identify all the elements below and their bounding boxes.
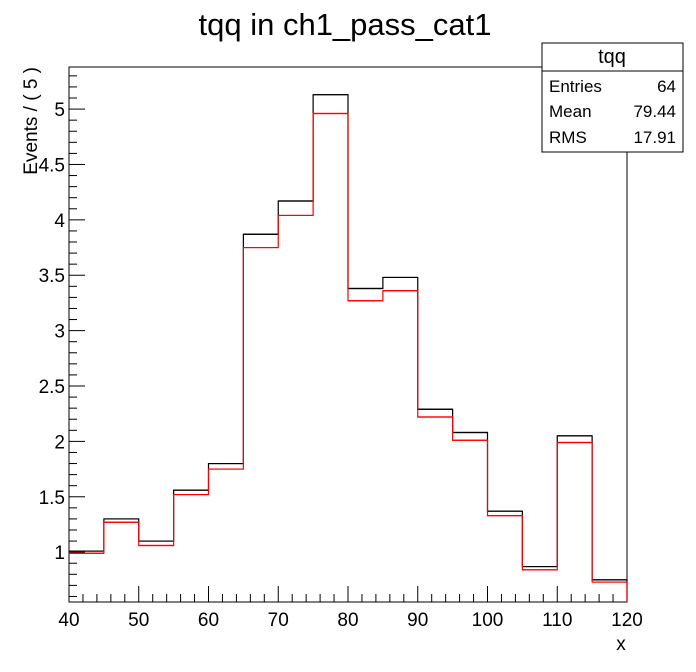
stats-mean-label: Mean [549, 102, 592, 121]
x-tick-label: 80 [337, 610, 358, 631]
x-tick-label: 110 [542, 610, 572, 631]
stats-mean-value: 79.44 [633, 102, 676, 121]
y-axis: 1 1.5 2 2.5 3 3.5 4 4.5 5 [39, 75, 85, 597]
x-tick-label: 100 [472, 610, 504, 631]
stats-box-frame [541, 42, 684, 153]
stats-rms-value: 17.91 [633, 128, 676, 147]
y-tick-label: 1 [54, 543, 65, 564]
y-tick-label: 1.5 [39, 488, 65, 509]
x-tick-label: 50 [128, 610, 149, 631]
histogram-series [69, 94, 628, 602]
y-tick-label: 3 [54, 322, 65, 343]
x-tick-label: 120 [611, 610, 643, 631]
stats-entries-label: Entries [549, 77, 602, 96]
x-tick-label: 70 [268, 610, 289, 631]
y-tick-label: 3.5 [39, 266, 65, 287]
y-tick-label: 4 [54, 211, 65, 232]
chart-title: tqq in ch1_pass_cat1 [199, 7, 492, 42]
y-tick-label: 2.5 [39, 377, 65, 398]
stats-entries-value: 64 [657, 77, 676, 96]
stats-box-title: tqq [598, 46, 626, 68]
y-tick-label: 2 [54, 432, 65, 453]
stats-rms-label: RMS [549, 128, 587, 147]
x-axis: 40 50 60 70 80 90 100 110 120 [58, 586, 643, 631]
x-axis-label: x [616, 634, 626, 655]
histogram-series-2 [69, 112, 628, 602]
x-tick-label: 90 [407, 610, 428, 631]
x-tick-label: 40 [58, 610, 79, 631]
y-axis-label: Events / ( 5 ) [21, 67, 42, 175]
y-tick-label: 4.5 [39, 155, 65, 176]
stats-box: tqq Entries 64 Mean 79.44 RMS 17.91 [541, 42, 684, 153]
y-tick-label: 5 [54, 100, 65, 121]
x-tick-label: 60 [198, 610, 219, 631]
